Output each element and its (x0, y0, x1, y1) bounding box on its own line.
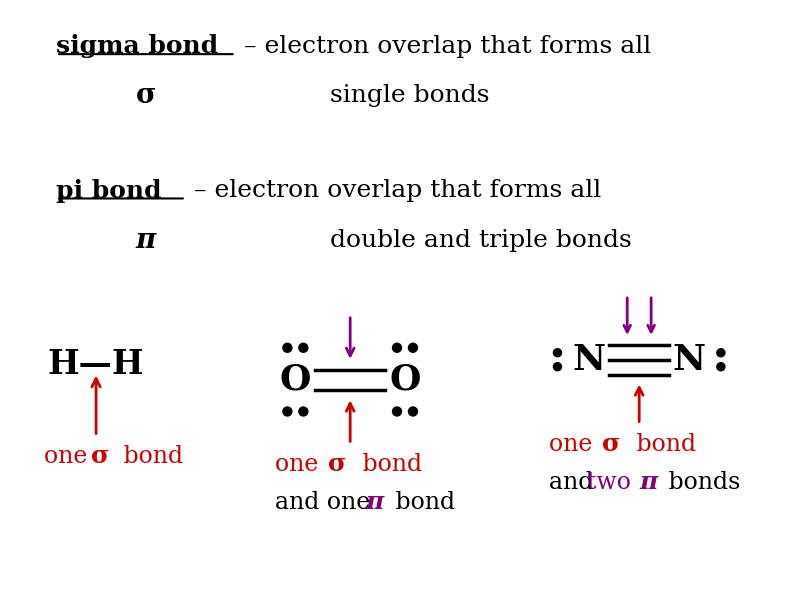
Text: and: and (550, 470, 602, 494)
Text: π: π (365, 490, 383, 514)
Circle shape (554, 362, 562, 371)
Circle shape (283, 343, 292, 352)
Circle shape (283, 407, 292, 416)
Circle shape (717, 349, 725, 357)
Text: pi bond: pi bond (56, 179, 162, 203)
Circle shape (299, 407, 308, 416)
Text: bond: bond (355, 453, 422, 476)
Text: bond: bond (116, 445, 183, 468)
Text: and one: and one (275, 491, 378, 514)
Text: – electron overlap that forms all: – electron overlap that forms all (235, 35, 651, 58)
Text: σ: σ (328, 452, 346, 476)
Text: one: one (550, 433, 600, 456)
Text: σ: σ (136, 82, 157, 109)
Text: one: one (44, 445, 95, 468)
Circle shape (409, 343, 418, 352)
Text: H—H: H—H (48, 348, 144, 381)
Text: π: π (639, 470, 658, 494)
Text: bonds: bonds (661, 470, 741, 494)
Text: σ: σ (91, 444, 110, 468)
Text: – electron overlap that forms all: – electron overlap that forms all (186, 179, 601, 202)
Circle shape (393, 407, 402, 416)
Text: sigma bond: sigma bond (56, 34, 218, 58)
Text: N: N (673, 343, 706, 377)
Text: π: π (136, 227, 156, 254)
Circle shape (393, 343, 402, 352)
Text: O: O (390, 362, 421, 397)
Circle shape (717, 362, 725, 371)
Text: one: one (275, 453, 326, 476)
Circle shape (409, 407, 418, 416)
Circle shape (554, 349, 562, 357)
Text: bond: bond (388, 491, 455, 514)
Text: single bonds: single bonds (330, 85, 490, 107)
Circle shape (299, 343, 308, 352)
Text: σ: σ (602, 433, 621, 457)
Text: double and triple bonds: double and triple bonds (330, 229, 632, 252)
Text: bond: bond (630, 433, 696, 456)
Text: N: N (573, 343, 606, 377)
Text: two: two (587, 470, 638, 494)
Text: O: O (280, 362, 311, 397)
